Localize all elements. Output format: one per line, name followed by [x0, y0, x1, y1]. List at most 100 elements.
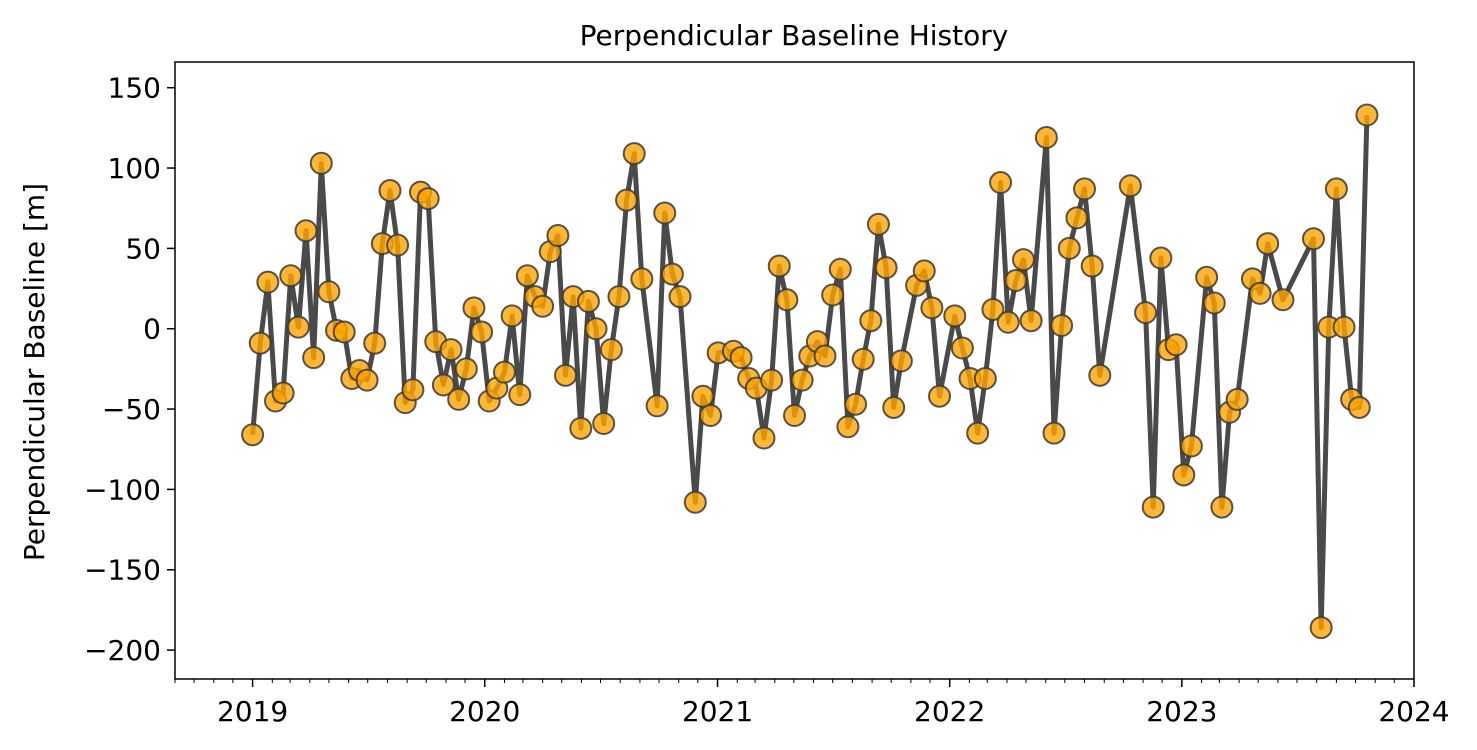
data-point	[454, 357, 478, 381]
data-point	[286, 315, 310, 339]
data-point	[1179, 434, 1203, 458]
data-point	[1172, 463, 1196, 487]
data-point	[332, 320, 356, 344]
data-point	[973, 367, 997, 391]
data-point	[1347, 395, 1371, 419]
data-point	[1019, 309, 1043, 333]
data-point	[813, 344, 837, 368]
data-point	[416, 187, 440, 211]
data-point	[569, 416, 593, 440]
data-point	[1134, 301, 1158, 325]
y-tick-label: −50	[102, 393, 161, 426]
plot-frame	[174, 61, 1415, 680]
data-point	[248, 331, 272, 355]
x-tick-label: 2021	[682, 695, 753, 728]
data-point	[576, 289, 600, 313]
data-point	[645, 394, 669, 418]
data-point	[783, 403, 806, 427]
data-point	[996, 310, 1020, 334]
data-point	[1149, 246, 1173, 270]
data-point	[256, 270, 280, 294]
data-point	[1118, 174, 1142, 198]
y-tick-label: 50	[125, 232, 161, 265]
data-point	[1324, 177, 1348, 201]
data-point	[668, 285, 692, 309]
data-point	[1050, 314, 1074, 338]
data-point	[1088, 363, 1112, 387]
y-tick-label: −150	[84, 554, 161, 587]
chart-title: Perpendicular Baseline History	[580, 19, 1009, 52]
data-point	[775, 288, 799, 312]
data-point	[844, 392, 868, 416]
data-point	[1042, 421, 1066, 445]
data-point	[492, 360, 516, 384]
data-point	[355, 368, 379, 392]
data-point	[691, 384, 715, 408]
data-point	[607, 285, 631, 309]
data-point	[531, 294, 555, 318]
data-point	[851, 347, 875, 371]
y-axis-label: Perpendicular Baseline [m]	[18, 183, 51, 561]
data-point	[241, 423, 265, 447]
data-point	[599, 338, 623, 362]
y-axis: 150 100 50 0 −50 −100 −150 −200	[84, 72, 175, 667]
data-point	[401, 378, 425, 402]
data-point	[462, 296, 486, 320]
data-point	[1011, 248, 1035, 272]
data-point	[729, 346, 753, 370]
data-point	[439, 338, 463, 362]
data-point	[1195, 265, 1219, 289]
data-point	[1225, 387, 1249, 411]
data-point	[500, 304, 524, 328]
data-point	[447, 387, 471, 411]
data-point	[1271, 288, 1295, 312]
data-point	[1202, 291, 1226, 315]
data-point	[279, 264, 303, 288]
data-point	[1309, 616, 1333, 640]
data-point	[1057, 236, 1081, 260]
data-point	[989, 171, 1013, 195]
data-point	[363, 331, 387, 355]
data-point	[271, 381, 295, 405]
data-point	[554, 363, 578, 387]
y-tick-label: 150	[108, 72, 161, 105]
data-point	[767, 254, 791, 278]
data-point	[431, 373, 455, 397]
data-point	[752, 426, 776, 450]
data-point	[1332, 315, 1356, 339]
y-tick-label: −200	[84, 634, 161, 667]
data-point	[1164, 333, 1188, 357]
data-point	[912, 259, 936, 283]
data-point	[309, 151, 333, 175]
data-point	[1004, 269, 1028, 293]
data-point	[660, 262, 684, 286]
data-point	[622, 142, 646, 166]
data-point	[760, 368, 784, 392]
data-point	[1256, 232, 1280, 256]
data-point	[866, 212, 890, 236]
data-point	[821, 283, 845, 307]
data-point	[790, 368, 814, 392]
series-layer	[241, 103, 1379, 640]
data-point	[386, 233, 410, 257]
x-tick-label: 2023	[1146, 695, 1217, 728]
data-point	[1302, 227, 1326, 251]
data-point	[546, 224, 570, 248]
data-point	[615, 188, 639, 212]
data-point	[294, 219, 318, 243]
data-point	[859, 309, 883, 333]
data-point	[920, 296, 944, 320]
data-point	[943, 304, 967, 328]
plot-area	[241, 103, 1379, 640]
data-point	[592, 412, 616, 436]
data-point	[1065, 206, 1089, 230]
data-point	[378, 179, 402, 203]
data-point	[470, 320, 494, 344]
y-tick-label: −100	[84, 473, 161, 506]
data-point	[1355, 103, 1379, 127]
data-point	[950, 336, 974, 360]
data-point	[882, 395, 906, 419]
data-point	[928, 384, 952, 408]
data-point	[889, 349, 913, 373]
